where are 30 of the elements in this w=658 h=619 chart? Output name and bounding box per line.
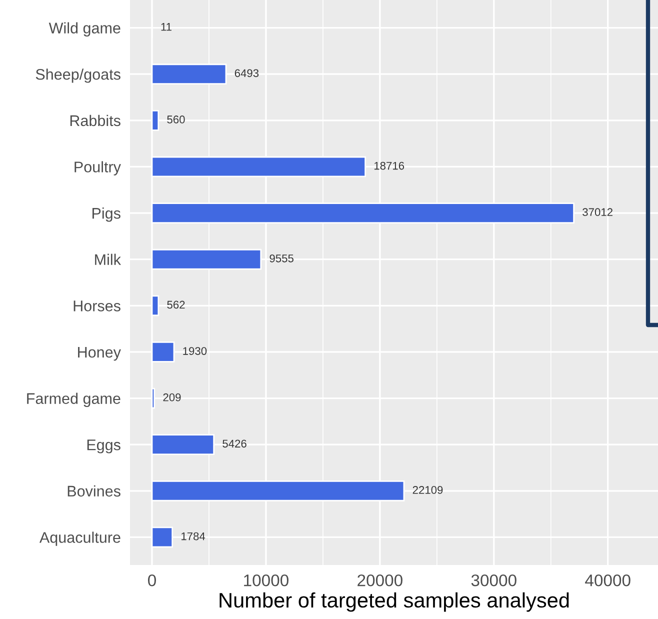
data-label: 560: [167, 116, 185, 124]
y-tick-label: Rabbits: [70, 114, 120, 126]
data-label: 209: [163, 393, 181, 402]
y-tick-label: Bovines: [68, 485, 120, 497]
data-label: 37012: [582, 208, 612, 216]
y-tick-label: Milk: [95, 254, 121, 265]
y-tick-label: Honey: [78, 346, 121, 361]
y-tick-label: Horses: [74, 300, 120, 312]
data-label: 9555: [270, 254, 294, 262]
x-tick-label: 0: [148, 574, 156, 586]
data-label: 562: [167, 300, 185, 309]
y-tick-label: Eggs: [87, 440, 120, 454]
y-tick-label: Sheep/goats: [36, 68, 120, 83]
data-label: 11: [161, 23, 172, 31]
x-axis-title: Number of targeted samples analysed: [220, 592, 569, 612]
y-tick-label: Wild game: [48, 22, 120, 36]
data-label: 5426: [222, 440, 246, 448]
x-tick-label: 20000: [358, 574, 402, 586]
y-tick-label: Aquaculture: [39, 532, 120, 546]
data-label: 1784: [182, 532, 206, 540]
data-label: 18716: [374, 162, 404, 170]
y-tick-label: Poultry: [74, 161, 121, 176]
x-tick-label: 30000: [471, 574, 516, 586]
x-tick-label: 40000: [585, 574, 630, 586]
data-label: 6493: [234, 69, 259, 78]
x-tick-label: 10000: [244, 574, 288, 586]
data-label: 22109: [412, 486, 443, 494]
data-label: 1930: [183, 347, 207, 355]
y-tick-label: Farmed game: [27, 392, 120, 407]
y-tick-label: Pigs: [92, 207, 120, 222]
